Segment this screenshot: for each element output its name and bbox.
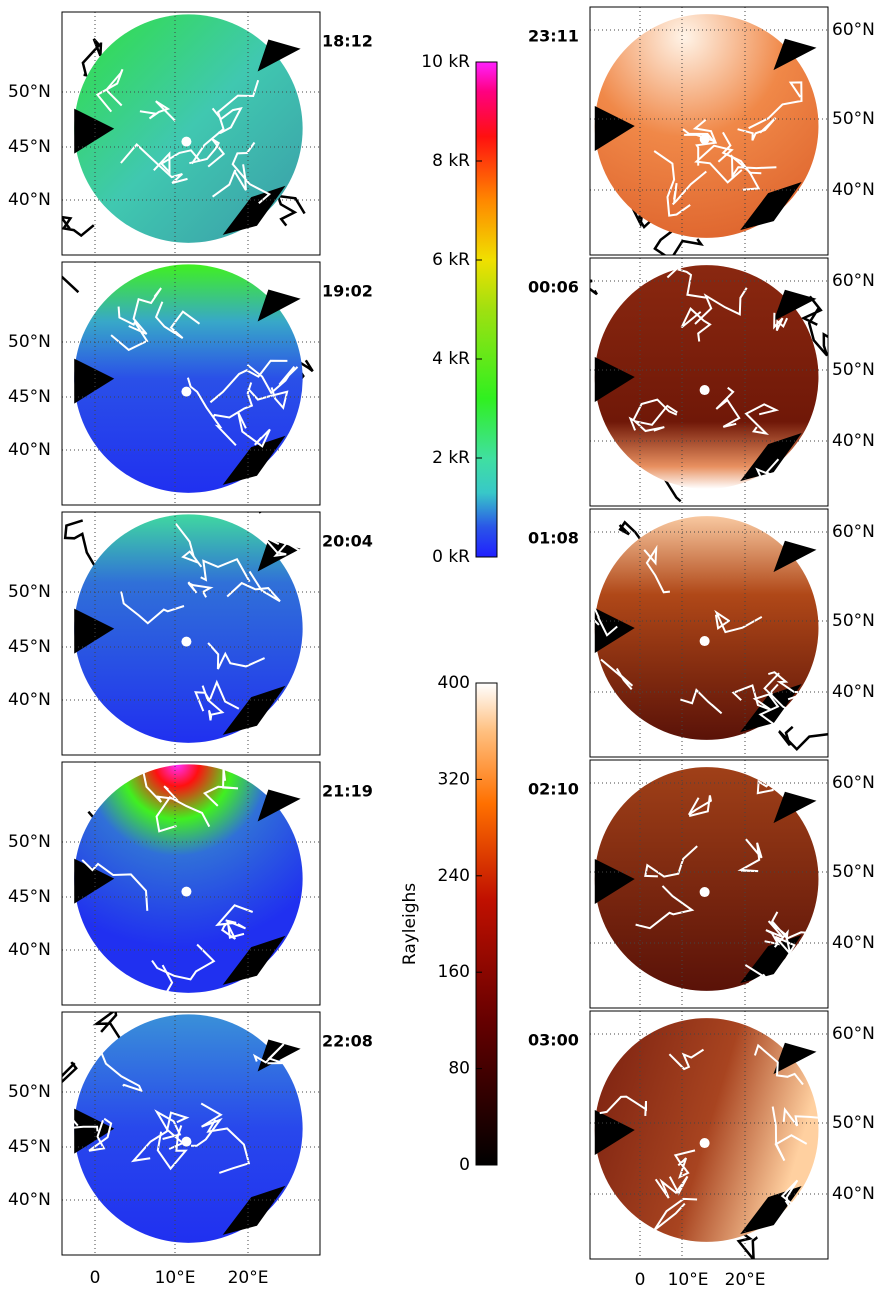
lat-label: 50°N: [832, 611, 875, 631]
site-marker: [181, 637, 191, 647]
lat-label: 40°N: [8, 190, 51, 210]
colorbar-tick-label: 4 kR: [432, 349, 470, 369]
lat-label: 40°N: [8, 940, 51, 960]
colorbar-tick-label: 320: [438, 769, 470, 789]
colorbar-tick-label: 8 kR: [432, 151, 470, 171]
time-label: 21:19: [322, 782, 373, 801]
lat-label: 60°N: [832, 1024, 875, 1044]
map-body: [41, 1010, 320, 1255]
map-panel: 02:10 60°N 50°N 40°N: [528, 760, 875, 1008]
site-marker: [700, 134, 710, 144]
site-marker: [181, 137, 191, 147]
lat-label: 40°N: [832, 933, 875, 953]
site-marker: [700, 887, 710, 897]
map-body: [590, 7, 828, 259]
map-panel: 01:08 60°N 50°N 40°N: [528, 509, 875, 757]
lat-label: 60°N: [832, 20, 875, 40]
map-body: [62, 485, 320, 755]
lat-label: 40°N: [8, 440, 51, 460]
time-label: 20:04: [322, 532, 373, 551]
map-panel: 21:19 50°N 45°N 40°N: [8, 762, 373, 1015]
map-panel: 03:00 60°N 50°N 40°N: [528, 1011, 875, 1260]
map-body: [15, 257, 320, 505]
map-panel: 23:11 60°N 50°N 40°N: [528, 7, 875, 259]
lat-label: 45°N: [8, 637, 51, 657]
colorbar-tick-label: 2 kR: [432, 448, 470, 468]
lon-label: 10°E: [155, 1268, 196, 1288]
lat-label: 45°N: [8, 137, 51, 157]
time-label: 18:12: [322, 32, 373, 51]
lat-label: 40°N: [8, 690, 51, 710]
time-label: 02:10: [528, 780, 579, 799]
figure: 18:12 50°N 45°N 40°N 19:02 50°N 45°N 40°N 20:04 5…: [0, 0, 879, 1292]
colorbar-tick-label: 80: [448, 1059, 470, 1079]
lon-label: 20°E: [725, 1270, 766, 1290]
colorbar-tick-label: 10 kR: [421, 52, 470, 72]
lon-label: 0: [90, 1268, 101, 1288]
site-marker: [181, 387, 191, 397]
time-label: 23:11: [528, 27, 579, 46]
colorbar: [476, 683, 497, 1165]
site-marker: [700, 636, 710, 646]
map-body: [590, 1011, 846, 1260]
map-panel: 00:06 60°N 50°N 40°N: [528, 256, 875, 506]
lat-label: 40°N: [832, 431, 875, 451]
map-body: [590, 760, 828, 1008]
lat-label: 50°N: [8, 832, 51, 852]
site-marker: [181, 887, 191, 897]
site-marker: [700, 385, 710, 395]
lon-label: 0: [635, 1270, 646, 1290]
map-body: [577, 256, 833, 506]
time-label: 19:02: [322, 282, 373, 301]
map-body: [587, 509, 832, 757]
lat-label: 60°N: [832, 271, 875, 291]
lat-label: 50°N: [832, 862, 875, 882]
lat-label: 40°N: [832, 180, 875, 200]
map-body: [62, 762, 320, 1015]
lat-label: 45°N: [8, 387, 51, 407]
lat-label: 50°N: [832, 109, 875, 129]
lat-label: 60°N: [832, 522, 875, 542]
colorbar-tick-label: 0 kR: [432, 547, 470, 567]
colorbar-tick-label: 0: [459, 1155, 470, 1175]
map-panel: 20:04 50°N 45°N 40°N: [8, 485, 373, 755]
lat-label: 50°N: [832, 360, 875, 380]
time-label: 22:08: [322, 1032, 373, 1051]
map-body: [61, 12, 320, 255]
lat-label: 50°N: [8, 1082, 51, 1102]
lat-label: 50°N: [8, 332, 51, 352]
colorbar: [476, 62, 497, 557]
lat-label: 50°N: [8, 582, 51, 602]
lat-label: 60°N: [832, 773, 875, 793]
site-marker: [181, 1137, 191, 1147]
time-label: 00:06: [528, 278, 579, 297]
map-panel: 19:02 50°N 45°N 40°N: [8, 257, 373, 505]
lat-label: 40°N: [8, 1190, 51, 1210]
lat-label: 50°N: [832, 1113, 875, 1133]
lon-label: 10°E: [668, 1270, 709, 1290]
lat-label: 45°N: [8, 887, 51, 907]
time-label: 03:00: [528, 1031, 579, 1050]
lon-label: 20°E: [228, 1268, 269, 1288]
lat-label: 45°N: [8, 1137, 51, 1157]
lat-label: 40°N: [832, 682, 875, 702]
time-label: 01:08: [528, 529, 579, 548]
colorbar-tick-label: 6 kR: [432, 250, 470, 270]
map-panel: 22:08 50°N 45°N 40°N: [8, 1010, 373, 1255]
site-marker: [700, 1138, 710, 1148]
lat-label: 40°N: [832, 1184, 875, 1204]
colorbar-tick-label: 400: [438, 673, 470, 693]
colorbar-tick-label: 240: [438, 866, 470, 886]
colorbar-tick-label: 160: [438, 962, 470, 982]
lat-label: 50°N: [8, 82, 51, 102]
map-panel: 18:12 50°N 45°N 40°N: [8, 12, 373, 255]
colorbar-label: Rayleighs: [400, 883, 420, 965]
